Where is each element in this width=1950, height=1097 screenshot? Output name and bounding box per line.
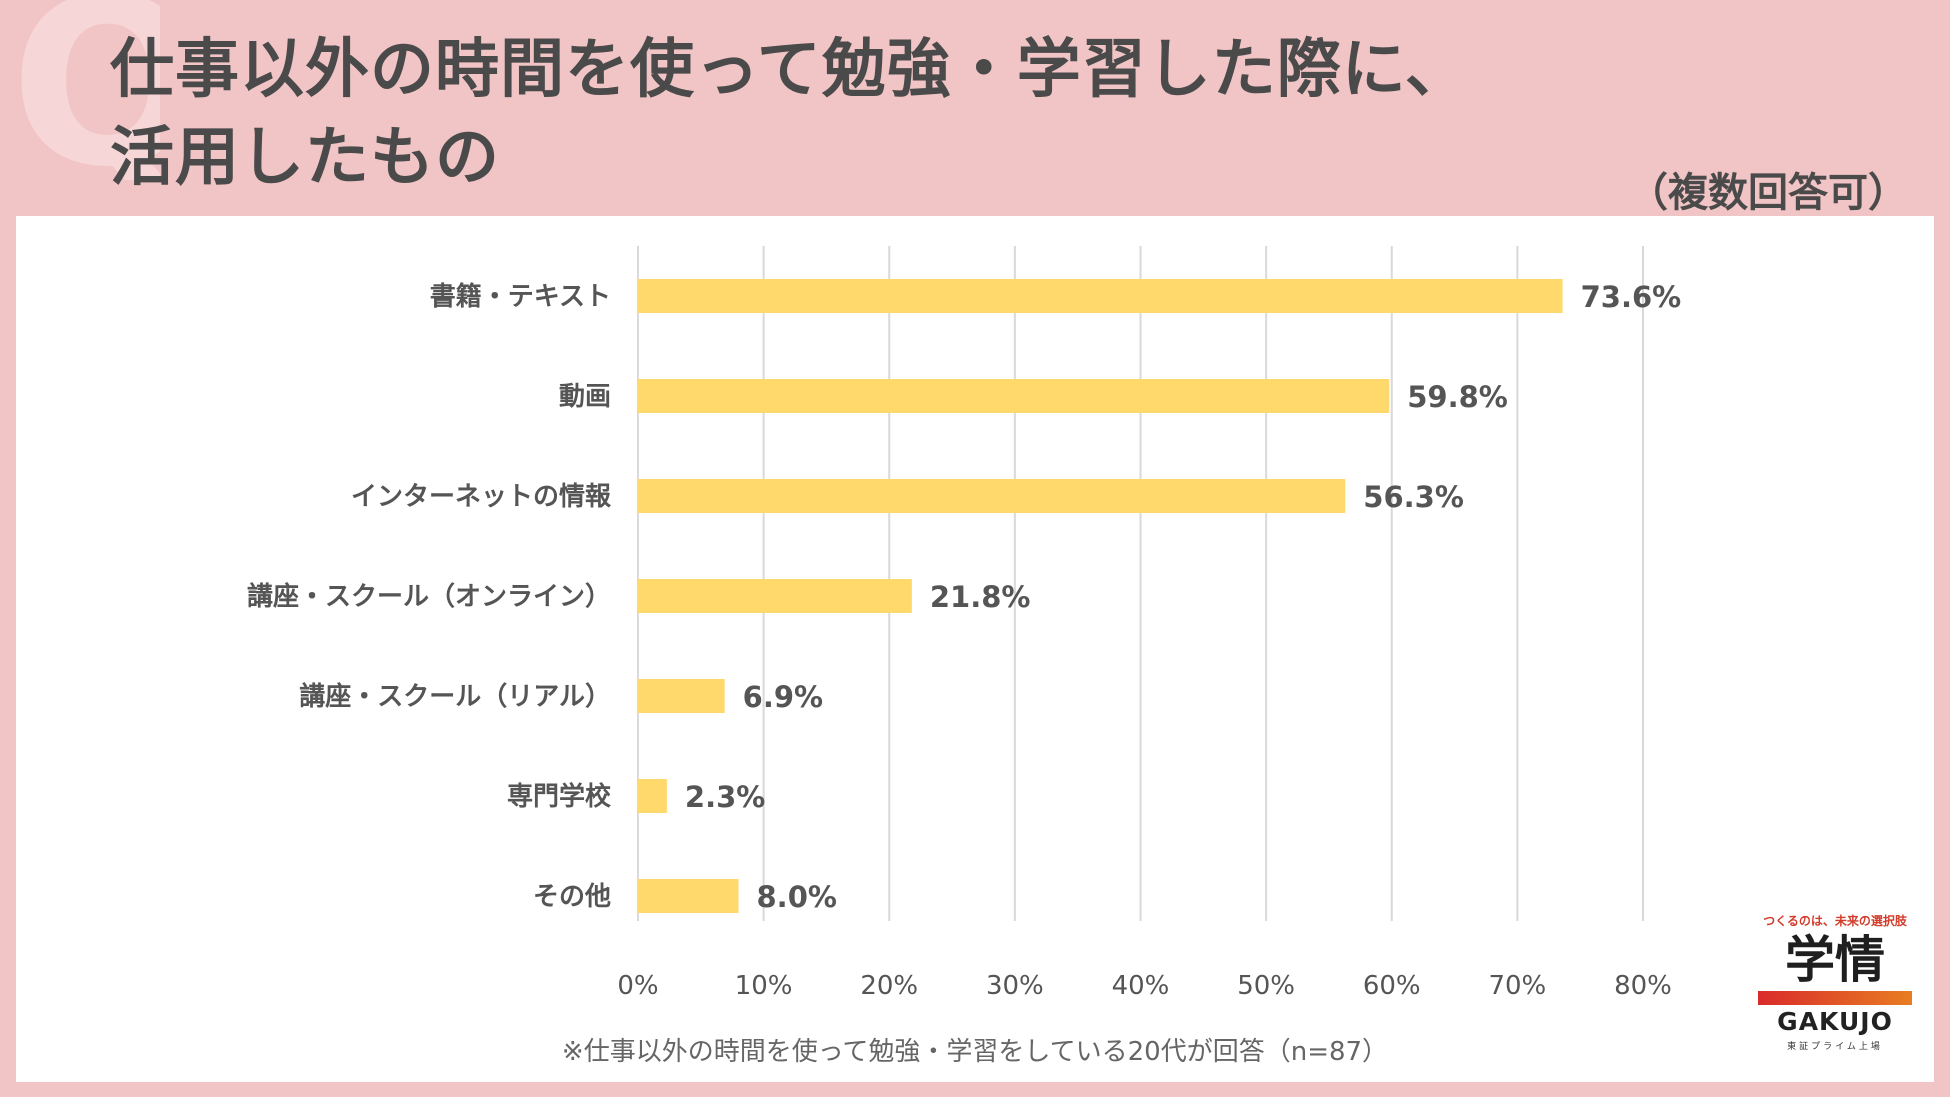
logo-color-bar xyxy=(1758,991,1912,1005)
logo-english: GAKUJO xyxy=(1777,1007,1893,1036)
category-label: 専門学校 xyxy=(507,781,612,812)
x-tick-label: 30% xyxy=(986,971,1044,1001)
x-tick-label: 70% xyxy=(1488,971,1546,1001)
x-tick-label: 10% xyxy=(735,971,793,1001)
bar-chart: 0% 10% 20% 30% 40% 50% 60% 70% 80% 書籍・テキスト 73.6% 動画… xyxy=(247,246,1682,1001)
data-label: 73.6% xyxy=(1581,280,1682,314)
title-line-2: 活用したもの xyxy=(110,121,500,195)
logo-subtitle: 東証プライム上場 xyxy=(1787,1042,1883,1052)
category-label: その他 xyxy=(533,882,611,912)
title-line-1: 仕事以外の時間を使って勉強・学習した際に、 xyxy=(110,33,1470,107)
bar xyxy=(638,479,1346,513)
x-tick-label: 0% xyxy=(617,971,658,1001)
logo-name: 学情 xyxy=(1785,931,1885,989)
x-tick-label: 60% xyxy=(1363,971,1421,1001)
bar xyxy=(638,879,739,913)
bar xyxy=(638,779,667,813)
bar xyxy=(638,679,725,713)
background-q-letter: Q xyxy=(10,0,160,180)
x-tick-label: 80% xyxy=(1614,971,1672,1001)
category-label: 動画 xyxy=(559,382,611,412)
data-label: 8.0% xyxy=(757,880,837,914)
category-label: 講座・スクール（オンライン） xyxy=(247,581,611,612)
bar xyxy=(638,279,1563,313)
data-label: 56.3% xyxy=(1363,480,1464,514)
data-label: 2.3% xyxy=(685,780,765,814)
bar xyxy=(638,579,912,613)
category-label: インターネットの情報 xyxy=(351,482,612,512)
logo-tagline: つくるのは、未来の選択肢 xyxy=(1763,914,1907,928)
category-label: 書籍・テキスト xyxy=(430,281,611,312)
data-label: 21.8% xyxy=(930,580,1031,614)
data-label: 59.8% xyxy=(1407,380,1508,414)
chart-panel: 0% 10% 20% 30% 40% 50% 60% 70% 80% 書籍・テキスト 73.6% 動画… xyxy=(16,216,1934,1082)
multiple-answers-note: （複数回答可） xyxy=(1628,170,1908,216)
x-tick-label: 40% xyxy=(1112,971,1170,1001)
gakujo-logo: つくるのは、未来の選択肢 学情 GAKUJO 東証プライム上場 xyxy=(1740,912,1930,1072)
data-label: 6.9% xyxy=(743,680,823,714)
footnote: ※仕事以外の時間を使って勉強・学習をしている20代が回答（n=87） xyxy=(561,1037,1389,1067)
x-tick-label: 50% xyxy=(1237,971,1295,1001)
page-title: 仕事以外の時間を使って勉強・学習した際に、 活用したもの xyxy=(110,26,1470,202)
bar xyxy=(638,379,1390,413)
x-tick-label: 20% xyxy=(860,971,918,1001)
category-label: 講座・スクール（リアル） xyxy=(299,681,611,712)
